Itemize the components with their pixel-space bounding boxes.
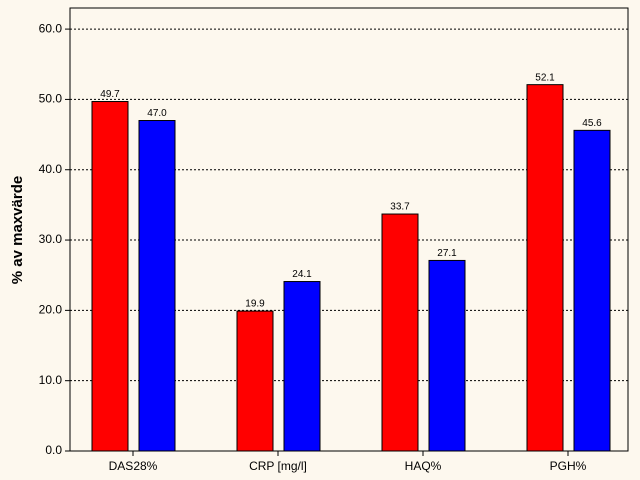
plot-frame [69, 7, 629, 452]
bar [236, 310, 274, 452]
value-label: 24.1 [292, 269, 312, 280]
y-tick-label: 40.0 [39, 162, 63, 176]
y-tick-label: 20.0 [39, 303, 63, 317]
value-label: 49.7 [100, 89, 120, 100]
y-tick-label: 10.0 [39, 373, 63, 387]
bar [91, 101, 129, 452]
y-tick-label: 0.0 [45, 443, 62, 457]
bar [381, 213, 419, 452]
value-label: 27.1 [437, 248, 457, 259]
x-tick-label: HAQ% [405, 459, 442, 473]
value-label: 47.0 [147, 108, 167, 119]
value-label: 52.1 [535, 72, 555, 83]
y-axis-label: % av maxvärde [9, 176, 26, 284]
x-tick-label: DAS28% [109, 459, 158, 473]
y-tick-label: 60.0 [39, 21, 63, 35]
value-label: 45.6 [582, 118, 602, 129]
value-label: 19.9 [245, 299, 265, 310]
bar [573, 129, 611, 452]
x-tick-label: PGH% [550, 459, 587, 473]
bar [428, 259, 466, 452]
x-tick-label: CRP [mg/l] [249, 459, 307, 473]
value-label: 33.7 [390, 202, 410, 213]
bar [526, 84, 564, 452]
y-tick-label: 50.0 [39, 92, 63, 106]
y-tick-label: 30.0 [39, 232, 63, 246]
bar [283, 281, 321, 452]
bar [138, 120, 176, 452]
